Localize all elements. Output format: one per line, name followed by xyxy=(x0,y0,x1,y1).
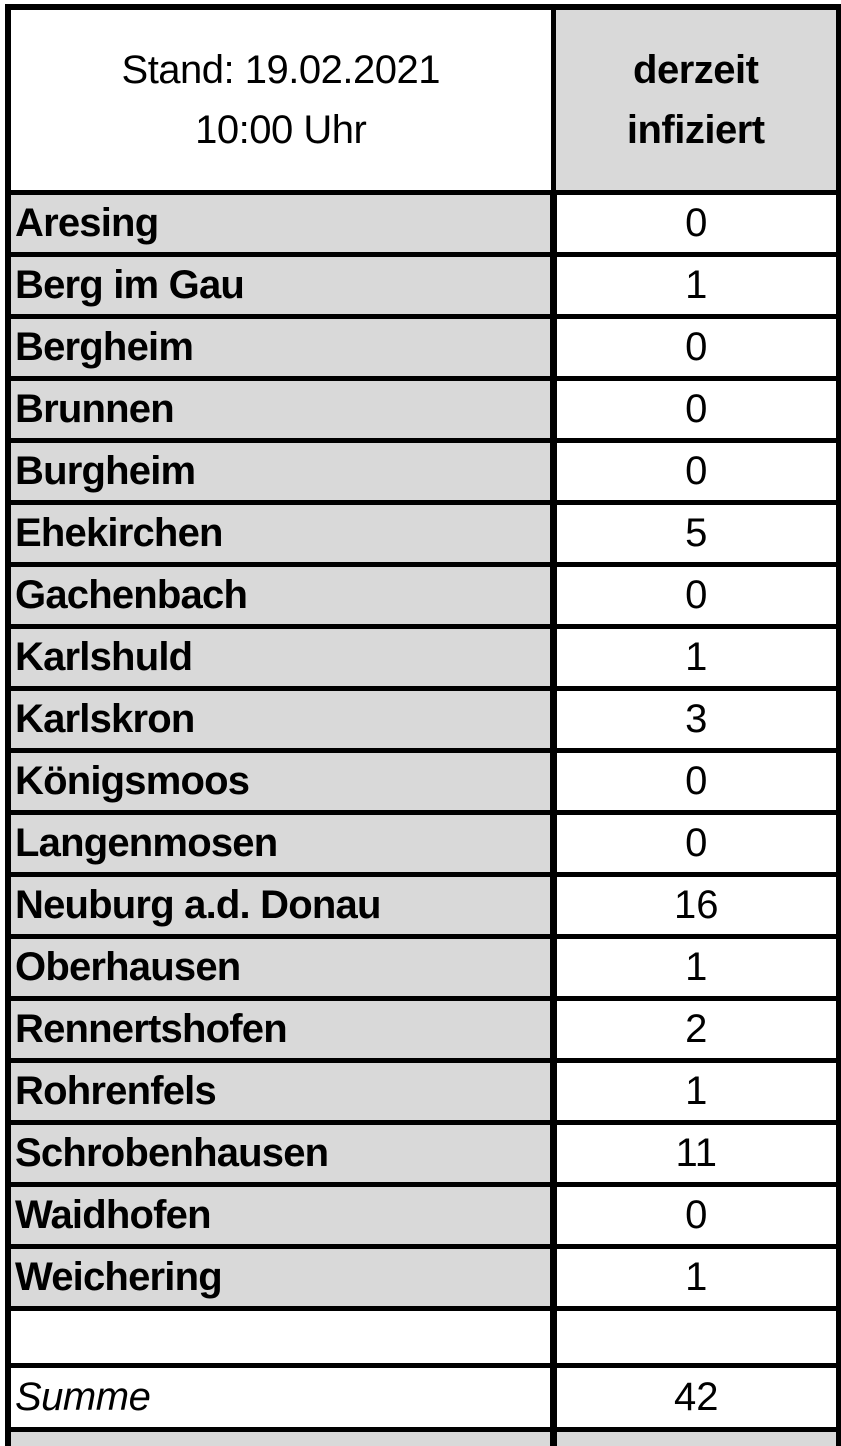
infected-count: 1 xyxy=(549,934,841,1001)
municipality-name: Brunnen xyxy=(5,376,556,443)
table-row: Karlskron 3 xyxy=(5,686,841,753)
infected-count: 1 xyxy=(549,624,841,691)
municipality-name: Rennertshofen xyxy=(5,996,556,1063)
table-row: Rennertshofen 2 xyxy=(5,996,841,1063)
infected-count: 0 xyxy=(549,376,841,443)
municipality-name: Berg im Gau xyxy=(5,252,556,319)
summary-label: Summe xyxy=(5,1363,556,1432)
table-row: Langenmosen 0 xyxy=(5,810,841,877)
table-row: Neuburg a.d. Donau 16 xyxy=(5,872,841,939)
partial-cell-left xyxy=(5,1427,556,1446)
municipality-name: Waidhofen xyxy=(5,1182,556,1249)
municipality-name: Neuburg a.d. Donau xyxy=(5,872,556,939)
infected-header-line1: derzeit xyxy=(633,48,759,92)
infection-status-table: Stand: 19.02.2021 10:00 Uhr derzeit infi… xyxy=(5,4,841,1446)
table-row: Schrobenhausen 11 xyxy=(5,1120,841,1187)
infected-count: 0 xyxy=(549,748,841,815)
table-row: Bergheim 0 xyxy=(5,314,841,381)
infected-count: 0 xyxy=(549,810,841,877)
partial-cell-right xyxy=(549,1427,841,1446)
infected-count: 0 xyxy=(549,438,841,505)
municipality-name: Aresing xyxy=(5,190,556,257)
infected-count: 5 xyxy=(549,500,841,567)
table-row: Weichering 1 xyxy=(5,1244,841,1311)
municipality-name: Weichering xyxy=(5,1244,556,1311)
infected-count: 0 xyxy=(549,562,841,629)
infected-count: 3 xyxy=(549,686,841,753)
municipality-name: Schrobenhausen xyxy=(5,1120,556,1187)
municipality-name: Bergheim xyxy=(5,314,556,381)
stand-date: Stand: 19.02.2021 xyxy=(121,48,441,92)
infected-count: 1 xyxy=(549,1058,841,1125)
table-row: Ehekirchen 5 xyxy=(5,500,841,567)
municipality-name: Ehekirchen xyxy=(5,500,556,567)
table-row: Burgheim 0 xyxy=(5,438,841,505)
table-row: Waidhofen 0 xyxy=(5,1182,841,1249)
infected-count: 1 xyxy=(549,252,841,319)
infected-count: 0 xyxy=(549,190,841,257)
infected-count: 0 xyxy=(549,1182,841,1249)
table-row: Brunnen 0 xyxy=(5,376,841,443)
infected-column-header-cell: derzeit infiziert xyxy=(550,4,841,195)
spacer-row xyxy=(5,1306,841,1368)
table-row: Oberhausen 1 xyxy=(5,934,841,1001)
table-row: Berg im Gau 1 xyxy=(5,252,841,319)
table-row: Königsmoos 0 xyxy=(5,748,841,815)
municipality-name: Karlshuld xyxy=(5,624,556,691)
infected-count: 0 xyxy=(549,314,841,381)
summary-total: 42 xyxy=(549,1363,841,1432)
infected-count: 16 xyxy=(549,872,841,939)
partial-cutoff-row xyxy=(5,1427,841,1446)
municipality-name: Gachenbach xyxy=(5,562,556,629)
infected-count: 11 xyxy=(549,1120,841,1187)
infected-count: 1 xyxy=(549,1244,841,1311)
table-row: Aresing 0 xyxy=(5,190,841,257)
municipality-name: Burgheim xyxy=(5,438,556,505)
table-row: Karlshuld 1 xyxy=(5,624,841,691)
stand-time: 10:00 Uhr xyxy=(195,108,367,152)
table-header-row: Stand: 19.02.2021 10:00 Uhr derzeit infi… xyxy=(5,4,841,195)
spacer-cell-left xyxy=(5,1306,556,1368)
table-row: Gachenbach 0 xyxy=(5,562,841,629)
municipality-name: Karlskron xyxy=(5,686,556,753)
spacer-cell-right xyxy=(549,1306,841,1368)
table-row: Rohrenfels 1 xyxy=(5,1058,841,1125)
municipality-name: Königsmoos xyxy=(5,748,556,815)
municipality-name: Langenmosen xyxy=(5,810,556,877)
infected-count: 2 xyxy=(549,996,841,1063)
municipality-name: Rohrenfels xyxy=(5,1058,556,1125)
summary-row: Summe 42 xyxy=(5,1363,841,1432)
municipality-name: Oberhausen xyxy=(5,934,556,1001)
infected-header-line2: infiziert xyxy=(626,108,765,152)
stand-header-cell: Stand: 19.02.2021 10:00 Uhr xyxy=(5,4,556,195)
